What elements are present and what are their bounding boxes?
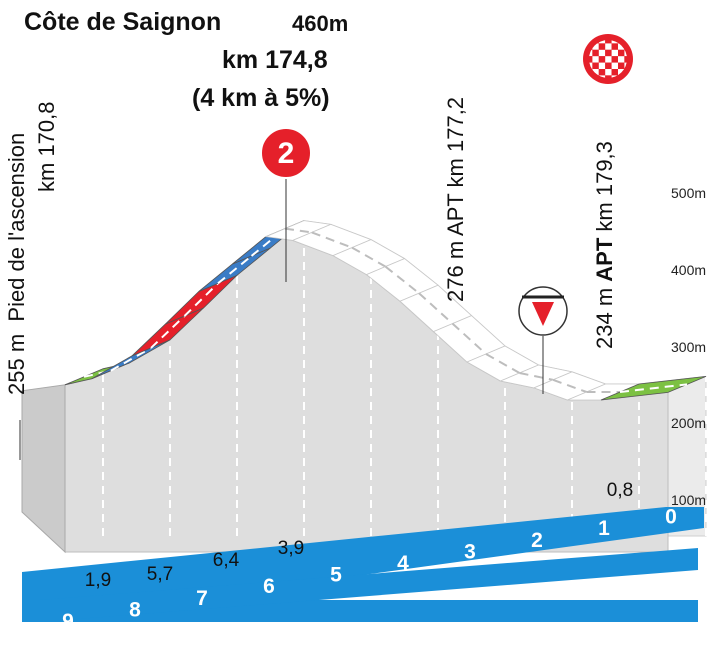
checker-square (605, 56, 612, 63)
checker-square (618, 69, 625, 76)
km-tick-label-8: 8 (129, 598, 141, 621)
checker-square (611, 69, 618, 76)
y-tick-label: 100m (671, 492, 706, 508)
apt2-altitude: 234 m (592, 287, 617, 349)
y-tick-label: 300m (671, 339, 706, 355)
km-tick-label-4: 4 (397, 552, 409, 575)
apt1-annotation: 276 m APT km 177,2 (443, 96, 468, 302)
checker-square (589, 49, 593, 57)
climb-name: Côte de Saignon (24, 8, 222, 36)
checker-square (598, 49, 606, 57)
road-centerline-7 (311, 231, 353, 249)
climb-category-badge (260, 127, 312, 179)
km-tick-label-0: 0 (665, 506, 677, 529)
road-centerline-1 (110, 347, 152, 372)
checker-square (598, 40, 606, 44)
km-tick-label-9: 9 (62, 610, 74, 633)
checker-square (592, 69, 599, 76)
road-centerline-8 (351, 246, 386, 268)
road-centerline-13 (519, 372, 554, 381)
checker-square (618, 43, 625, 50)
apt2-annotation: 234 m APT km 179,3 (592, 141, 617, 349)
checker-square (605, 69, 612, 76)
checker-square (589, 62, 593, 69)
checker-square (598, 75, 606, 78)
km-tick-label-3: 3 (464, 540, 476, 563)
road-centerline-3 (183, 282, 219, 317)
road-centerline-11 (451, 322, 487, 355)
road-centerline-10 (418, 292, 454, 325)
checker-square (598, 56, 606, 63)
checker-square (592, 62, 599, 69)
climb-category-number: 2 (278, 137, 295, 170)
checker-square (624, 49, 627, 57)
checker-square (605, 62, 612, 69)
climb-km: km 174,8 (222, 46, 328, 74)
y-tick-label: 200m (671, 415, 706, 431)
checker-square (592, 43, 599, 50)
checker-square (611, 43, 618, 50)
checker-square (611, 56, 618, 63)
gradient-label: 6,4 (213, 550, 240, 571)
checker-square (605, 43, 612, 50)
checker-square (589, 56, 593, 63)
checker-square (605, 75, 612, 78)
checker-square (592, 49, 599, 57)
apt2-km: km 179,3 (592, 141, 617, 232)
gradient-label: 0,8 (607, 480, 633, 501)
km-tick-label-2: 2 (531, 529, 543, 552)
road-centerline-14 (552, 378, 587, 393)
checker-square (618, 56, 625, 63)
checker-square (598, 43, 606, 50)
checker-square (624, 56, 627, 63)
gradient-label: 5,7 (147, 564, 173, 585)
road-centerline-16 (619, 383, 688, 393)
apt2-name: APT (592, 237, 617, 282)
checker-square (598, 69, 606, 76)
road-centerline-6 (284, 227, 312, 234)
start-annotation-line1: 255 m Pied de l'ascension (4, 132, 29, 395)
checker-square (611, 40, 618, 44)
start-altitude: 255 m (4, 333, 29, 395)
checker-square (611, 49, 618, 57)
road-centerline-9 (384, 265, 420, 294)
road-centerline-2 (150, 315, 186, 349)
km-tick-label-1: 1 (598, 517, 610, 540)
climb-altitude: 460m (292, 11, 349, 36)
y-tick-label: 500m (671, 185, 706, 201)
checker-square (618, 62, 625, 69)
km-tick-label-5: 5 (330, 564, 342, 587)
gradient-label: 3,9 (278, 538, 304, 559)
km-tick-label-6: 6 (263, 575, 275, 598)
checker-square (618, 49, 625, 57)
checker-square (624, 62, 627, 69)
checker-square (611, 62, 618, 69)
climb-grade: (4 km à 5%) (192, 84, 330, 112)
checker-square (605, 49, 612, 57)
start-label: Pied de l'ascension (4, 132, 29, 322)
y-tick-label: 400m (671, 262, 706, 278)
road-centerline-12 (485, 353, 520, 374)
checker-square (592, 56, 599, 63)
checker-square (611, 75, 618, 78)
profile-left-cliff (21, 384, 66, 554)
checker-square (605, 40, 612, 44)
checker-square (598, 62, 606, 69)
start-km: km 170,8 (34, 101, 59, 193)
sprint-marker-icon (532, 302, 554, 326)
km-axis-diagonal (40, 548, 698, 622)
road-centerline-4 (217, 255, 253, 285)
km-tick-label-7: 7 (196, 587, 208, 610)
gradient-label: 1,9 (85, 570, 111, 591)
